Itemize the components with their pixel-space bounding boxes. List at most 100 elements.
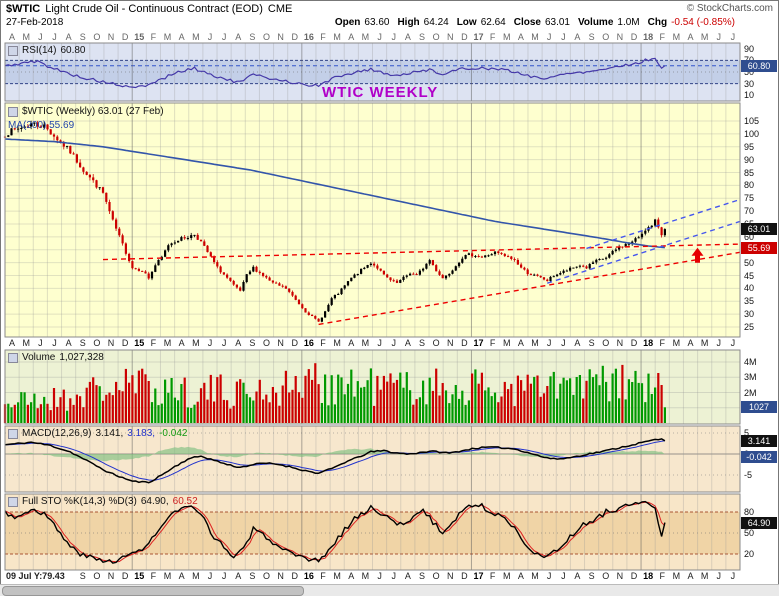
month-label: A [574, 32, 581, 42]
volume-total: 1,027,328 [59, 352, 104, 363]
month-label: M [192, 338, 200, 348]
month-label: S [418, 338, 425, 348]
month-label: M [700, 571, 709, 581]
panel-icon [8, 428, 18, 439]
month-label: M [672, 571, 681, 581]
volume-name: Volume [22, 352, 56, 363]
month-label: M [672, 32, 681, 42]
month-label: N [277, 32, 284, 42]
month-label: J [391, 32, 396, 42]
low-value: 62.64 [480, 17, 506, 28]
month-label: J [546, 571, 552, 581]
month-label: F [320, 338, 326, 348]
month-label: M [361, 571, 370, 581]
month-label: M [361, 32, 370, 42]
volume-panel-label: Volume 1,027,328 [8, 352, 104, 363]
month-label: M [22, 338, 30, 348]
panel-icon [8, 352, 18, 363]
chart-title: Light Crude Oil - Continuous Contract (E… [45, 3, 263, 15]
month-label: O [602, 571, 610, 581]
price-axis-tick: 70 [744, 206, 755, 217]
price-axis-tick: 100 [744, 128, 760, 139]
price-label: $WTIC (Weekly) 63.01 (27 Feb) [8, 106, 164, 117]
month-label: D [461, 32, 468, 42]
price-axis-tick: 25 [744, 322, 755, 332]
month-label: 17 [473, 338, 484, 348]
month-label: D [121, 32, 129, 42]
month-label: A [65, 338, 72, 348]
month-label: M [163, 32, 172, 42]
month-label: F [150, 571, 157, 581]
month-label: S [418, 571, 425, 581]
month-label: N [616, 338, 624, 348]
axis-value-box: 64.90 [741, 516, 777, 529]
month-label: D [291, 571, 299, 581]
month-label: S [588, 32, 595, 42]
month-label: M [333, 338, 341, 348]
month-label: D [630, 571, 638, 581]
rsi-axis-tick: 30 [744, 78, 755, 89]
month-label: D [461, 571, 468, 581]
month-label: 15 [134, 338, 145, 348]
month-label: M [361, 338, 370, 348]
price-axis-tick: 75 [744, 193, 755, 204]
month-label: J [377, 338, 382, 348]
scrollbar-thumb[interactable] [2, 586, 304, 596]
month-label: M [192, 32, 200, 42]
month-label: J [730, 338, 736, 348]
month-label: M [503, 571, 511, 581]
month-label: O [262, 32, 270, 42]
sto-axis-tick: 80 [744, 507, 755, 517]
month-label: J [716, 571, 722, 581]
rsi-value: 60.80 [60, 45, 86, 56]
month-label: J [546, 338, 552, 348]
macd-hist-value: -0.042 [159, 428, 188, 439]
month-label: J [730, 32, 736, 42]
month-label: M [503, 32, 511, 42]
month-label: A [687, 338, 694, 348]
month-label: A [404, 32, 411, 42]
panel-icon [8, 45, 18, 56]
month-label: M [192, 571, 200, 581]
month-label: O [432, 571, 440, 581]
month-label: A [574, 338, 581, 348]
price-axis-tick: 45 [744, 270, 755, 281]
month-label: A [348, 338, 355, 348]
month-label: F [659, 571, 666, 581]
month-label: 16 [303, 338, 314, 348]
month-label: N [107, 338, 115, 348]
month-label: 17 [473, 32, 484, 42]
month-label: 18 [643, 571, 654, 581]
panel-icon [8, 496, 18, 507]
month-label: S [79, 338, 86, 348]
price-axis-tick: 35 [744, 296, 755, 307]
axis-value-box: 3.141 [741, 434, 777, 447]
open-label: Open [334, 17, 361, 28]
open-value: 63.60 [364, 17, 390, 28]
month-label: D [121, 571, 129, 581]
month-label: F [150, 338, 157, 348]
month-label: M [163, 338, 172, 348]
month-label: A [235, 338, 242, 348]
month-label: 15 [134, 571, 145, 581]
month-label: D [291, 338, 299, 348]
sto-k-value: 64.90, [140, 496, 169, 507]
month-label: N [446, 32, 454, 42]
month-label: D [630, 338, 638, 348]
month-label: N [446, 571, 454, 581]
price-axis-tick: 85 [744, 167, 755, 178]
month-label: A [235, 32, 242, 42]
month-label: 18 [643, 338, 654, 348]
month-label: F [489, 571, 496, 581]
month-label: D [630, 32, 638, 42]
axis-value-box: 60.80 [741, 59, 777, 72]
month-label: O [602, 338, 610, 348]
month-label: D [461, 338, 468, 348]
month-label: M [531, 32, 539, 42]
month-label: J [716, 32, 722, 42]
copyright: © StockCharts.com [686, 3, 773, 14]
month-label: M [22, 32, 30, 42]
chg-label: Chg [647, 17, 668, 28]
sto-label: Full STO %K(14,3) %D(3) 64.90, 60.52 [8, 496, 198, 507]
